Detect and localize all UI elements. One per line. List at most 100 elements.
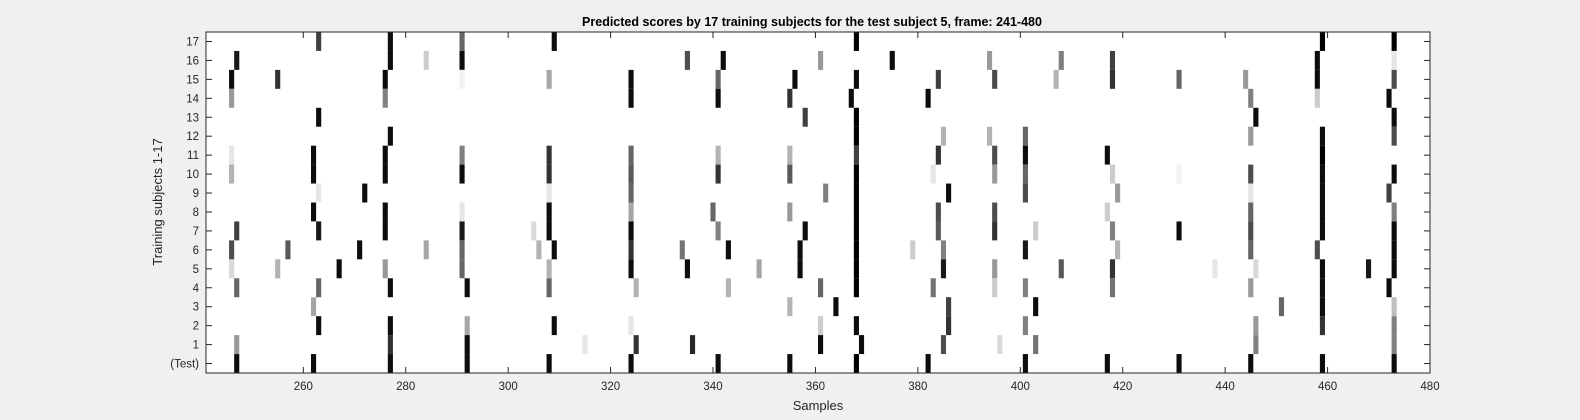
x-tick-label: 460 xyxy=(1318,381,1337,393)
heatmap-cell xyxy=(725,240,731,260)
heatmap-cell xyxy=(459,202,465,222)
heatmap-cell xyxy=(316,221,322,241)
heatmap-cell xyxy=(689,335,696,355)
heatmap-cell xyxy=(1022,126,1028,146)
heatmap-cell xyxy=(1253,316,1259,336)
heatmap-cell xyxy=(546,354,552,373)
heatmap-cell xyxy=(1391,297,1397,317)
heatmap-cell xyxy=(1391,50,1397,70)
heatmap-cell xyxy=(1248,126,1254,146)
x-tick-label: 300 xyxy=(499,381,518,393)
heatmap-cell xyxy=(715,354,721,373)
heatmap-cell xyxy=(715,69,721,89)
heatmap-cell xyxy=(1314,88,1320,108)
heatmap-cell xyxy=(234,278,240,298)
heatmap-cell xyxy=(1314,240,1320,260)
heatmap-cell xyxy=(853,145,859,165)
heatmap-cell xyxy=(310,297,317,317)
heatmap-cell xyxy=(1022,164,1028,184)
heatmap-cell xyxy=(940,259,947,279)
heatmap-cell xyxy=(1109,50,1116,70)
y-tick-label: 5 xyxy=(193,264,199,276)
y-axis-label: Training subjects 1-17 xyxy=(150,138,165,265)
heatmap-cell xyxy=(316,183,322,203)
heatmap-cell xyxy=(336,259,342,279)
heatmap-cell xyxy=(1176,221,1182,241)
heatmap-cell xyxy=(1391,69,1397,89)
heatmap-cell xyxy=(229,164,235,184)
y-tick-label: 12 xyxy=(186,131,199,143)
x-tick-label: 340 xyxy=(703,381,722,393)
heatmap-cell xyxy=(853,259,859,279)
heatmap-cell xyxy=(889,50,895,70)
heatmap-cell xyxy=(987,126,993,146)
y-tick-label: 8 xyxy=(193,207,199,219)
heatmap-cell xyxy=(802,107,808,127)
heatmap-cell xyxy=(1115,183,1121,203)
heatmap-cell xyxy=(946,297,952,317)
heatmap-cell xyxy=(940,126,947,146)
heatmap-cell xyxy=(1058,259,1064,279)
heatmap-cell xyxy=(946,183,952,203)
heatmap-cell xyxy=(1109,259,1116,279)
x-tick-label: 280 xyxy=(396,381,415,393)
heatmap-cell xyxy=(531,221,537,241)
y-tick-label: 13 xyxy=(186,112,199,124)
plot-area xyxy=(206,32,1430,373)
heatmap-cell xyxy=(546,164,552,184)
y-tick-label: 10 xyxy=(186,169,199,181)
heatmap-cell xyxy=(1022,354,1028,373)
heatmap-cell xyxy=(1386,183,1392,203)
heatmap-cell xyxy=(848,88,854,108)
heatmap-cell xyxy=(925,354,931,373)
heatmap-cell xyxy=(1319,126,1326,146)
heatmap-cell xyxy=(853,354,859,373)
heatmap-cell xyxy=(387,335,393,355)
heatmap-cell xyxy=(234,354,240,373)
heatmap-cell xyxy=(935,202,941,222)
heatmap-cell xyxy=(1319,183,1326,203)
heatmap-cell xyxy=(459,259,465,279)
heatmap-cell xyxy=(992,278,998,298)
x-tick-label: 440 xyxy=(1216,381,1235,393)
heatmap-cell xyxy=(818,316,824,336)
heatmap-cell xyxy=(1248,164,1254,184)
x-tick-label: 480 xyxy=(1420,381,1439,393)
y-tick-label: 4 xyxy=(193,283,200,295)
heatmap-cell xyxy=(1391,259,1397,279)
y-tick-label: 15 xyxy=(186,74,199,86)
heatmap-cell xyxy=(1248,183,1254,203)
heatmap-cell xyxy=(628,183,634,203)
heatmap-cell xyxy=(459,69,465,89)
heatmap-cells xyxy=(229,32,1397,373)
heatmap-cell xyxy=(1058,50,1064,70)
heatmap-cell xyxy=(1319,354,1326,373)
heatmap-cell xyxy=(756,259,762,279)
heatmap-cell xyxy=(853,221,859,241)
heatmap-cell xyxy=(464,316,470,336)
heatmap-cell xyxy=(229,259,235,279)
heatmap-cell xyxy=(935,145,941,165)
heatmap-cell xyxy=(818,335,824,355)
heatmap-cell xyxy=(459,145,465,165)
heatmap-cell xyxy=(1253,107,1259,127)
heatmap-cell xyxy=(787,354,793,373)
heatmap-cell xyxy=(628,164,634,184)
heatmap-cell xyxy=(382,69,388,89)
y-tick-label: 3 xyxy=(193,302,199,314)
heatmap-cell xyxy=(1319,221,1326,241)
y-tick-label: 11 xyxy=(187,150,199,162)
heatmap-cell xyxy=(1365,259,1372,279)
heatmap-cell xyxy=(387,32,393,51)
heatmap-cell xyxy=(1104,354,1110,373)
heatmap-cell xyxy=(310,145,317,165)
heatmap-cell xyxy=(310,164,317,184)
heatmap-cell xyxy=(464,335,470,355)
heatmap-cell xyxy=(1033,297,1039,317)
heatmap-cell xyxy=(1319,145,1326,165)
heatmap-cell xyxy=(1248,240,1254,260)
heatmap-cell xyxy=(715,164,721,184)
heatmap-cell xyxy=(992,145,998,165)
heatmap-cell xyxy=(1033,335,1039,355)
heatmap-cell xyxy=(633,335,639,355)
